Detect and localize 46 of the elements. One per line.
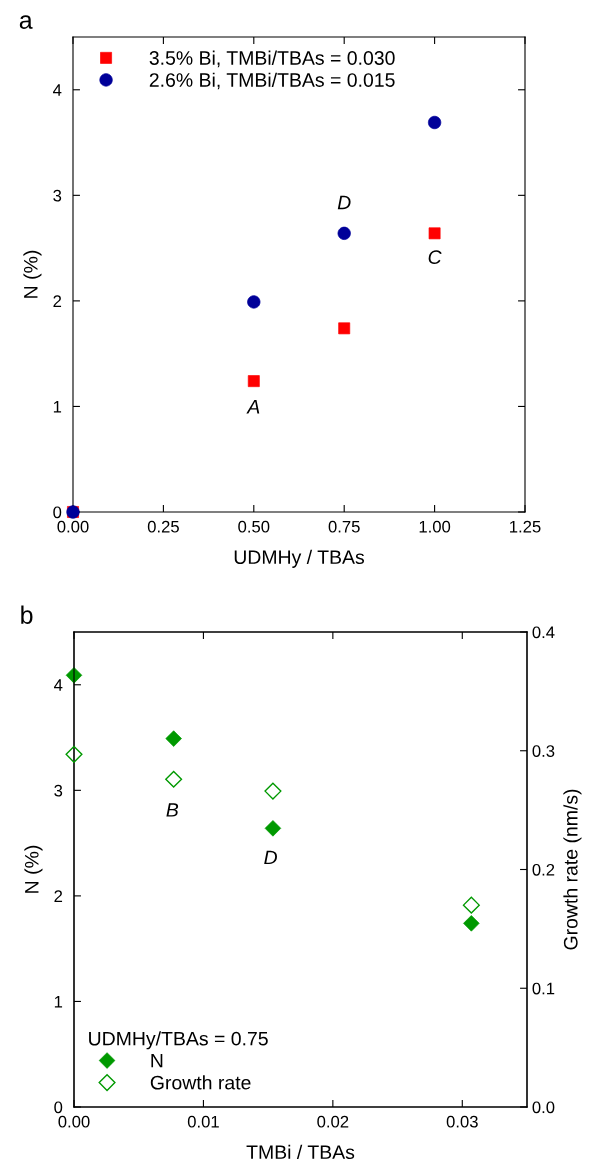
legend-label: Growth rate [150,1075,251,1090]
y2-axis-title: Growth rate (nm/s) [563,789,582,950]
y-tick-label: 4 [53,84,62,96]
y2-tick-label: 0.4 [532,626,555,639]
y2-tick-label: 0.2 [532,863,555,876]
y-tick-label: 0 [53,506,62,519]
legend-label: 2.6% Bi, TMBi/TBAs = 0.015 [149,72,395,90]
x-tick-label: 0.75 [328,520,360,533]
x-tick-label: 1.25 [510,520,541,533]
annotation: A [246,400,260,414]
y-tick-label: 3 [53,189,62,202]
y-axis-title: N (%) [23,250,42,298]
x-tick-label: 0.01 [187,1115,219,1128]
point [65,745,83,763]
point [165,770,183,788]
chart-title: b [21,605,33,624]
annotation: B [166,803,179,817]
text: 0.00 [58,1115,90,1128]
x-axis-title: UDMHy / TBAs [234,549,365,568]
chart-title: a [19,15,33,29]
text: 0.50 [238,520,270,533]
y-tick-label: 1 [53,401,62,413]
text: 0.0 [532,1101,555,1114]
y-tick-label: 1 [54,996,63,1008]
annotation: C [428,250,442,265]
y-tick-label: 3 [54,784,63,797]
x-axis-title: TMBi / TBAs [246,1144,355,1160]
y-axis-title: N (%) [24,845,43,893]
x-tick-label: 0.02 [317,1115,349,1128]
text: 1.00 [419,520,451,533]
point [462,896,480,914]
point [264,782,282,800]
legend-label: 3.5% Bi, TMBi/TBAs = 0.030 [149,50,395,68]
y-tick-label: 0 [54,1101,63,1114]
annotation: D [264,850,277,865]
y2-tick-label: 0.3 [532,745,555,757]
x-tick-label: 0.25 [147,520,179,533]
legend-label: N [151,1053,163,1068]
y-tick-label: 2 [53,295,62,307]
y2-tick-label: 0.1 [532,982,555,995]
y-tick-label: 4 [54,679,63,691]
text: 0.00 [57,520,89,533]
x-tick-label: 0.03 [446,1115,478,1128]
legend-title: UDMHy/TBAs = 0.75 [89,1031,268,1050]
annotation: D [337,195,351,210]
y-tick-label: 2 [54,890,63,902]
